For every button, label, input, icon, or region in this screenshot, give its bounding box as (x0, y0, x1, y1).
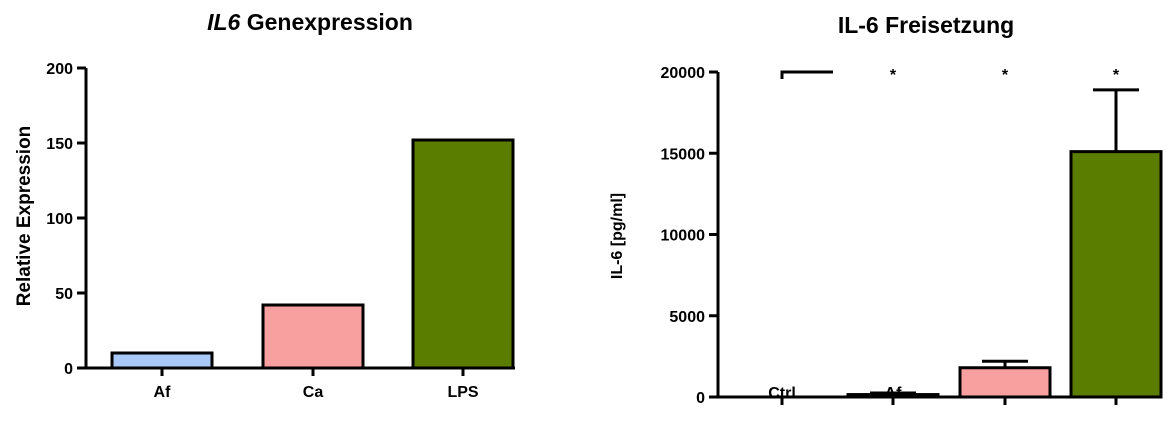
chart1-title: IL6 Genexpression (207, 9, 413, 35)
chart2-y-axis-label: IL-6 [pg/ml] (609, 193, 626, 279)
chart1-y-axis-label: Relative Expression (14, 126, 35, 307)
chart2-bar-lps (1069, 150, 1163, 399)
chart1-bar-ca (261, 303, 365, 370)
chart1-y-tick-label: 50 (55, 286, 73, 303)
il6-release-chart: IL-6 Freisetzung IL-6 [pg/ml] 0 5000 10000… (609, 12, 1163, 407)
chart2-title: IL-6 Freisetzung (838, 12, 1014, 38)
chart1-bars (110, 138, 515, 370)
chart2-significance-star: * (890, 67, 897, 84)
chart1-y-tick-label: 0 (64, 361, 73, 378)
chart2-y-tick-label: 20000 (661, 65, 706, 82)
chart1-title-rest: Genexpression (240, 9, 413, 35)
chart1-bar-af (110, 351, 214, 370)
chart2-bars (846, 88, 1163, 399)
chart1-y-tick-label: 200 (46, 61, 73, 78)
chart2-bar-ca (958, 366, 1052, 399)
chart1-x-tick-label: Af (154, 384, 172, 401)
chart1-x-tick-label: Ca (303, 384, 324, 401)
gene-expression-chart: IL6 Genexpression Relative Expression 0 5… (14, 9, 515, 401)
chart2-y-tick-label: 5000 (669, 309, 705, 326)
chart2-y-tick-label: 0 (696, 390, 705, 407)
chart1-title-gene: IL6 (207, 9, 240, 35)
chart2-control-bracket (780, 70, 833, 79)
chart1-x-tick-label: LPS (447, 384, 478, 401)
chart2-y-tick-label: 10000 (661, 228, 706, 245)
chart2-bar-af (846, 393, 940, 399)
chart2-x-tick-label: Ctrl (768, 385, 796, 402)
chart1-y-tick-label: 100 (46, 211, 73, 228)
chart1-y-tick-label: 150 (46, 136, 73, 153)
chart2-y-tick-label: 15000 (661, 146, 706, 163)
chart1-bar-lps (411, 138, 515, 370)
chart2-significance-star: * (1002, 67, 1009, 84)
chart2-significance-star: * (1113, 67, 1120, 84)
